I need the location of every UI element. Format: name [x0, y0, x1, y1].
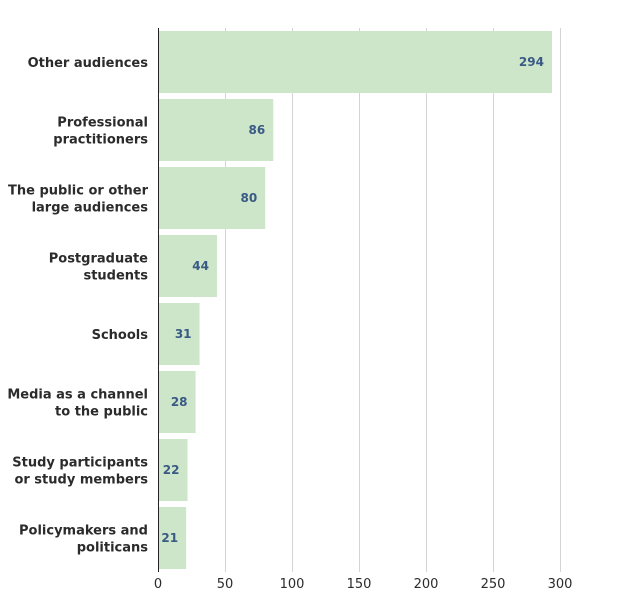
grid-lines — [225, 28, 561, 572]
x-tick-label-150: 150 — [347, 577, 372, 592]
bar-3 — [158, 235, 217, 297]
bar-4 — [158, 303, 200, 365]
x-axis-tick-labels: 0 50 100 150 200 250 300 — [154, 577, 573, 592]
bar-5 — [158, 371, 196, 433]
x-tick-label-50: 50 — [217, 577, 234, 592]
x-tick-label-300: 300 — [548, 577, 573, 592]
value-label-4: 31 — [175, 327, 192, 341]
category-label-4: Schools — [92, 328, 149, 343]
category-label-7: Policymakers and politicans — [19, 524, 148, 556]
x-tick-label-0: 0 — [154, 577, 162, 592]
bar-1 — [158, 99, 274, 161]
value-label-7: 21 — [161, 531, 178, 545]
value-label-1: 86 — [249, 123, 266, 137]
category-label-0: Other audiences — [28, 56, 149, 71]
bar-2 — [158, 167, 266, 229]
category-label-2: The public or other large audiences — [8, 184, 149, 216]
category-label-5: Media as a channel to the public — [7, 388, 148, 420]
value-label-0: 294 — [519, 55, 544, 69]
category-label-6: Study participants or study members — [12, 456, 148, 488]
bars — [158, 31, 552, 569]
x-tick-label-250: 250 — [481, 577, 506, 592]
x-tick-label-100: 100 — [280, 577, 305, 592]
bar-7 — [158, 507, 187, 569]
bar-0 — [158, 31, 552, 93]
bar-6 — [158, 439, 188, 501]
category-label-1: Professional practitioners — [53, 116, 148, 148]
value-label-5: 28 — [171, 395, 188, 409]
value-labels: 294 86 80 44 31 28 22 21 — [161, 55, 544, 545]
category-label-3: Postgraduate students — [49, 252, 149, 284]
value-label-3: 44 — [192, 259, 209, 273]
value-label-2: 80 — [240, 191, 257, 205]
value-label-6: 22 — [163, 463, 180, 477]
category-labels: Other audiences Professional practitioners… — [7, 56, 148, 556]
x-tick-label-200: 200 — [414, 577, 439, 592]
